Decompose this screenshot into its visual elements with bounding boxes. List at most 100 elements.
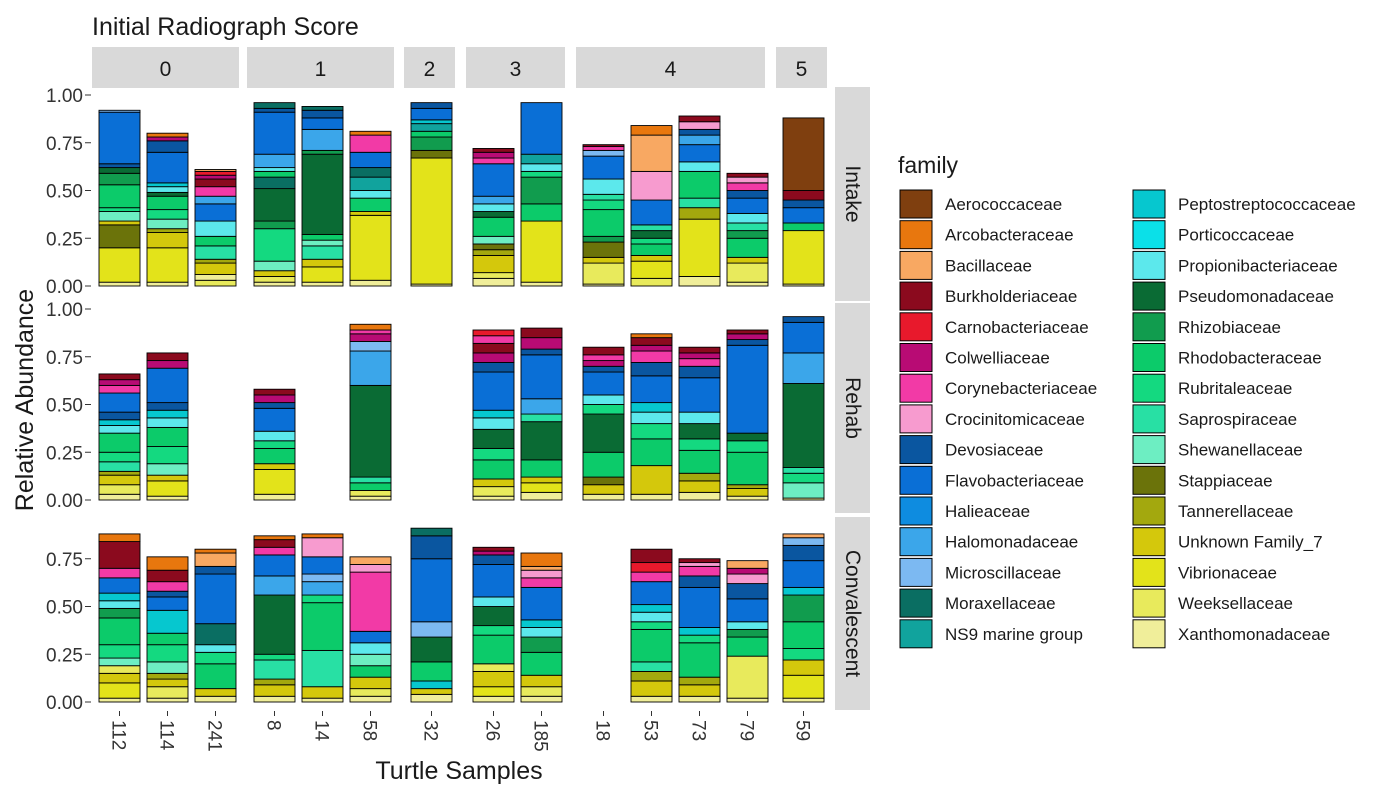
bar-segment	[98, 411, 141, 421]
bar-segment	[782, 321, 825, 354]
bar-segment	[782, 594, 825, 623]
bar-segment	[678, 218, 721, 277]
bar-segment	[520, 651, 563, 676]
bar-segment	[726, 237, 769, 258]
bar-segment	[194, 170, 237, 176]
bar-segment	[582, 144, 625, 148]
bar-segment	[726, 339, 769, 346]
bar-segment	[349, 323, 392, 331]
bar-segment	[146, 495, 189, 501]
bar-segment	[678, 423, 721, 440]
bar-segment	[194, 203, 237, 222]
bar-segment	[410, 157, 453, 285]
bar-segment	[678, 562, 721, 567]
bar-segment	[146, 352, 189, 362]
bar-segment	[678, 558, 721, 564]
y-tick-label: 0.00	[46, 693, 83, 714]
bar-segment	[726, 628, 769, 638]
bar-segment	[520, 636, 563, 653]
bar-segment	[146, 569, 189, 583]
legend-swatch	[1132, 373, 1166, 403]
bar-segment	[782, 674, 825, 699]
bar-segment	[194, 262, 237, 275]
bar-segment	[98, 111, 141, 165]
bar-segment	[630, 277, 673, 287]
bar-segment	[146, 195, 189, 211]
bar-segment	[472, 417, 515, 430]
row-facet-label: Rehab	[841, 377, 864, 439]
bar-segment	[726, 329, 769, 335]
bar-segment	[630, 423, 673, 440]
bar-segment	[520, 153, 563, 165]
bar-segment	[630, 581, 673, 606]
bar-segment	[349, 214, 392, 281]
x-tick-label: 26	[482, 720, 503, 741]
bar-segment	[472, 625, 515, 636]
column-facet-label: 1	[315, 58, 327, 81]
bar-segment	[253, 153, 296, 169]
bar-segment	[520, 627, 563, 638]
bar-segment	[410, 123, 453, 132]
bar-segment	[582, 199, 625, 211]
legend-label: Bacillaceae	[945, 256, 1032, 275]
bar-segment	[582, 262, 625, 285]
legend-label: Weeksellaceae	[1178, 594, 1293, 613]
bar-segment	[782, 472, 825, 484]
bar-segment	[98, 461, 141, 472]
bar-segment	[630, 350, 673, 363]
x-tick-label: 8	[263, 720, 284, 731]
bar-segment	[472, 495, 515, 501]
bar-segment	[301, 537, 344, 558]
bar-segment	[678, 634, 721, 644]
bar-segment	[726, 281, 769, 287]
bar-segment	[782, 697, 825, 703]
legend-swatch	[899, 250, 933, 280]
legend-label: Saprospiraceae	[1178, 410, 1297, 429]
bar-segment	[349, 130, 392, 136]
legend-title: family	[898, 152, 959, 178]
bar-segment	[146, 186, 189, 193]
bar-segment	[253, 276, 296, 283]
bar-segment	[98, 600, 141, 609]
legend-label: Burkholderiaceae	[945, 287, 1077, 306]
legend-swatch	[899, 404, 933, 434]
bar-segment	[98, 567, 141, 579]
bar-segment	[782, 207, 825, 224]
column-facet-label: 2	[424, 58, 436, 81]
bar-segment	[194, 195, 237, 205]
bar-segment	[253, 402, 296, 409]
bar-segment	[726, 190, 769, 199]
bar-segment	[782, 533, 825, 539]
bar-segment	[472, 695, 515, 703]
bar-segment	[472, 447, 515, 461]
x-tick-label: 18	[592, 720, 613, 741]
bar-segment	[630, 134, 673, 172]
bar-segment	[253, 575, 296, 596]
bar-segment	[678, 438, 721, 451]
bar-segment	[520, 398, 563, 415]
y-tick-label: 0.75	[46, 134, 83, 155]
bar-segment	[253, 281, 296, 287]
bar-segment	[146, 232, 189, 249]
bar-segment	[410, 688, 453, 695]
bar-segment	[630, 237, 673, 245]
bar-segment	[630, 628, 673, 663]
bar-segment	[301, 153, 344, 235]
legend-label: Propionibacteriaceae	[1178, 256, 1338, 275]
bar-segment	[146, 409, 189, 419]
bar-segment	[301, 239, 344, 247]
bar-segment	[146, 367, 189, 404]
x-tick-label: 14	[311, 720, 332, 742]
bar-segment	[582, 371, 625, 396]
legend-swatch	[899, 312, 933, 342]
bar-segment	[194, 274, 237, 281]
bar-segment	[98, 484, 141, 495]
bar-segment	[520, 577, 563, 588]
legend-swatch	[1132, 189, 1166, 219]
bar-segment	[349, 329, 392, 335]
bar-segment	[582, 354, 625, 362]
bar-segment	[472, 211, 515, 218]
bar-segment	[520, 459, 563, 478]
legend-label: Halieaceae	[945, 502, 1030, 521]
bar-segment	[782, 560, 825, 588]
